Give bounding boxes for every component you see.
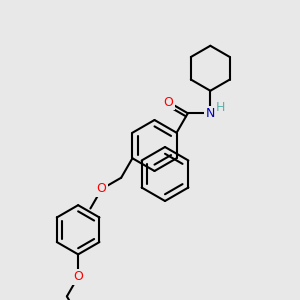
Text: O: O [97,182,106,196]
Text: H: H [216,101,225,114]
Text: N: N [206,107,215,120]
Text: O: O [164,95,173,109]
Text: O: O [73,270,83,284]
